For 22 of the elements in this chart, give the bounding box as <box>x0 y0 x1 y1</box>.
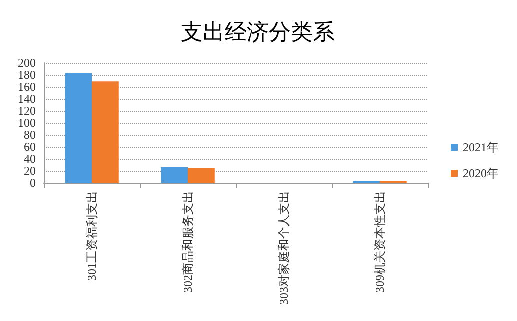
y-tick-label: 40 <box>24 152 36 166</box>
y-tick-label: 100 <box>18 116 36 130</box>
y-tick-label: 180 <box>18 68 36 82</box>
x-tick-label: 301工资福利支出 <box>85 191 99 281</box>
y-tick-label: 200 <box>18 56 36 70</box>
y-tick-label: 120 <box>18 104 36 118</box>
y-tick-label: 80 <box>24 128 36 142</box>
y-tick-label: 140 <box>18 92 36 106</box>
bar <box>161 167 188 183</box>
y-tick-label: 20 <box>24 164 36 178</box>
legend-label: 2021年 <box>463 140 499 154</box>
legend-label: 2020年 <box>463 166 499 180</box>
bar <box>92 82 119 183</box>
x-tick-label: 309机关资本性支出 <box>373 191 387 293</box>
x-tick-label: 302商品和服务支出 <box>181 191 195 293</box>
y-tick-label: 60 <box>24 140 36 154</box>
bar <box>65 73 92 183</box>
y-tick-label: 160 <box>18 80 36 94</box>
x-tick-label: 303对家庭和个人支出 <box>277 191 291 305</box>
chart-title: 支出经济分类系 <box>181 20 335 44</box>
y-tick-label: 0 <box>30 176 36 190</box>
bar <box>188 168 215 183</box>
